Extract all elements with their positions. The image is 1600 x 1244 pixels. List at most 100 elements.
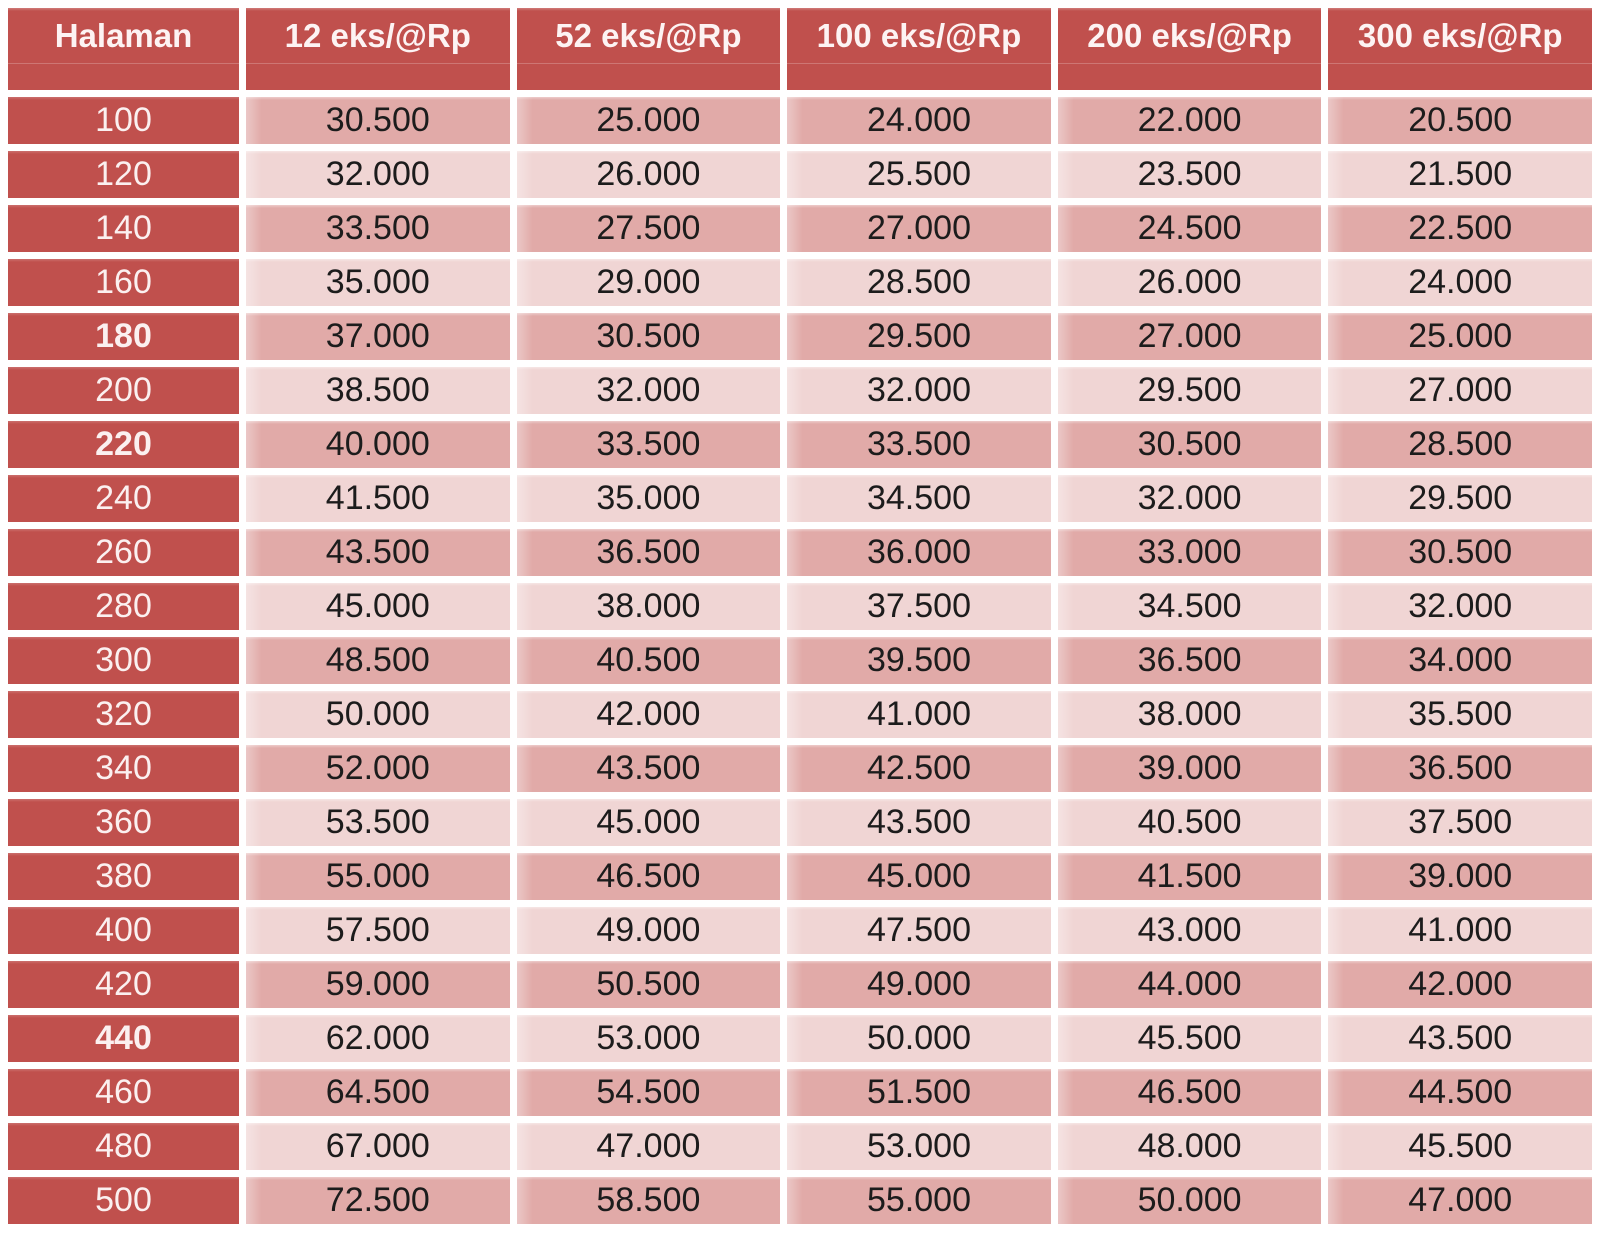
table-row: 140 33.500 27.500 27.000 24.500 22.500 <box>8 205 1592 252</box>
price-cell: 35.000 <box>246 259 510 306</box>
price-cell: 30.500 <box>1328 529 1592 576</box>
row-label: 260 <box>8 529 239 576</box>
row-label: 240 <box>8 475 239 522</box>
price-cell: 29.500 <box>1058 367 1322 414</box>
row-label: 380 <box>8 853 239 900</box>
price-cell: 23.500 <box>1058 151 1322 198</box>
price-cell: 33.000 <box>1058 529 1322 576</box>
row-label: 320 <box>8 691 239 738</box>
price-cell: 53.500 <box>246 799 510 846</box>
row-label: 160 <box>8 259 239 306</box>
price-cell: 36.500 <box>1328 745 1592 792</box>
price-cell: 55.000 <box>787 1177 1051 1224</box>
price-cell: 29.000 <box>517 259 781 306</box>
price-cell: 47.500 <box>787 907 1051 954</box>
price-cell: 53.000 <box>787 1123 1051 1170</box>
price-cell: 33.500 <box>246 205 510 252</box>
table-row: 300 48.500 40.500 39.500 36.500 34.000 <box>8 637 1592 684</box>
row-label: 180 <box>8 313 239 360</box>
price-cell: 22.000 <box>1058 97 1322 144</box>
price-cell: 45.000 <box>517 799 781 846</box>
price-cell: 54.500 <box>517 1069 781 1116</box>
price-cell: 43.000 <box>1058 907 1322 954</box>
row-label: 400 <box>8 907 239 954</box>
column-header-halaman: Halaman <box>8 8 239 90</box>
price-cell: 34.500 <box>787 475 1051 522</box>
price-cell: 20.500 <box>1328 97 1592 144</box>
price-cell: 41.000 <box>787 691 1051 738</box>
price-cell: 26.000 <box>517 151 781 198</box>
price-cell: 55.000 <box>246 853 510 900</box>
table-row: 280 45.000 38.000 37.500 34.500 32.000 <box>8 583 1592 630</box>
price-cell: 32.000 <box>787 367 1051 414</box>
price-cell: 32.000 <box>517 367 781 414</box>
row-label: 480 <box>8 1123 239 1170</box>
row-label: 220 <box>8 421 239 468</box>
price-cell: 24.000 <box>787 97 1051 144</box>
table-body: 100 30.500 25.000 24.000 22.000 20.500 120 32.0… <box>8 97 1592 1224</box>
price-cell: 38.500 <box>246 367 510 414</box>
price-cell: 44.500 <box>1328 1069 1592 1116</box>
price-cell: 40.500 <box>1058 799 1322 846</box>
price-cell: 62.000 <box>246 1015 510 1062</box>
price-cell: 35.000 <box>517 475 781 522</box>
table-row: 360 53.500 45.000 43.500 40.500 37.500 <box>8 799 1592 846</box>
price-cell: 36.500 <box>1058 637 1322 684</box>
price-cell: 42.000 <box>1328 961 1592 1008</box>
price-cell: 29.500 <box>1328 475 1592 522</box>
price-cell: 44.000 <box>1058 961 1322 1008</box>
header-row: Halaman 12 eks/@Rp 52 eks/@Rp 100 eks/@R… <box>8 8 1592 90</box>
price-cell: 42.000 <box>517 691 781 738</box>
row-label: 440 <box>8 1015 239 1062</box>
column-header-300-eks: 300 eks/@Rp <box>1328 8 1592 90</box>
table-row: 320 50.000 42.000 41.000 38.000 35.500 <box>8 691 1592 738</box>
price-cell: 38.000 <box>1058 691 1322 738</box>
table-row: 160 35.000 29.000 28.500 26.000 24.000 <box>8 259 1592 306</box>
price-cell: 27.000 <box>1058 313 1322 360</box>
price-cell: 57.500 <box>246 907 510 954</box>
price-cell: 50.500 <box>517 961 781 1008</box>
price-cell: 52.000 <box>246 745 510 792</box>
price-cell: 37.000 <box>246 313 510 360</box>
price-cell: 41.500 <box>1058 853 1322 900</box>
table-row: 240 41.500 35.000 34.500 32.000 29.500 <box>8 475 1592 522</box>
price-cell: 47.000 <box>1328 1177 1592 1224</box>
price-cell: 34.500 <box>1058 583 1322 630</box>
price-cell: 46.500 <box>1058 1069 1322 1116</box>
row-label: 360 <box>8 799 239 846</box>
price-cell: 39.000 <box>1328 853 1592 900</box>
table-row: 420 59.000 50.500 49.000 44.000 42.000 <box>8 961 1592 1008</box>
price-cell: 39.500 <box>787 637 1051 684</box>
row-label: 460 <box>8 1069 239 1116</box>
column-header-200-eks: 200 eks/@Rp <box>1058 8 1322 90</box>
table-row: 480 67.000 47.000 53.000 48.000 45.500 <box>8 1123 1592 1170</box>
price-cell: 27.500 <box>517 205 781 252</box>
price-cell: 48.500 <box>246 637 510 684</box>
table-row: 340 52.000 43.500 42.500 39.000 36.500 <box>8 745 1592 792</box>
price-cell: 51.500 <box>787 1069 1051 1116</box>
table-row: 260 43.500 36.500 36.000 33.000 30.500 <box>8 529 1592 576</box>
price-cell: 45.500 <box>1328 1123 1592 1170</box>
price-cell: 45.500 <box>1058 1015 1322 1062</box>
price-cell: 38.000 <box>517 583 781 630</box>
price-cell: 27.000 <box>787 205 1051 252</box>
price-cell: 72.500 <box>246 1177 510 1224</box>
price-cell: 59.000 <box>246 961 510 1008</box>
price-cell: 67.000 <box>246 1123 510 1170</box>
price-cell: 49.000 <box>787 961 1051 1008</box>
price-cell: 21.500 <box>1328 151 1592 198</box>
price-cell: 35.500 <box>1328 691 1592 738</box>
table-row: 200 38.500 32.000 32.000 29.500 27.000 <box>8 367 1592 414</box>
row-label: 100 <box>8 97 239 144</box>
price-cell: 33.500 <box>787 421 1051 468</box>
price-cell: 36.000 <box>787 529 1051 576</box>
price-cell: 50.000 <box>787 1015 1051 1062</box>
price-cell: 37.500 <box>787 583 1051 630</box>
price-cell: 30.500 <box>517 313 781 360</box>
price-cell: 58.500 <box>517 1177 781 1224</box>
row-label: 200 <box>8 367 239 414</box>
price-cell: 33.500 <box>517 421 781 468</box>
price-cell: 64.500 <box>246 1069 510 1116</box>
price-cell: 25.500 <box>787 151 1051 198</box>
